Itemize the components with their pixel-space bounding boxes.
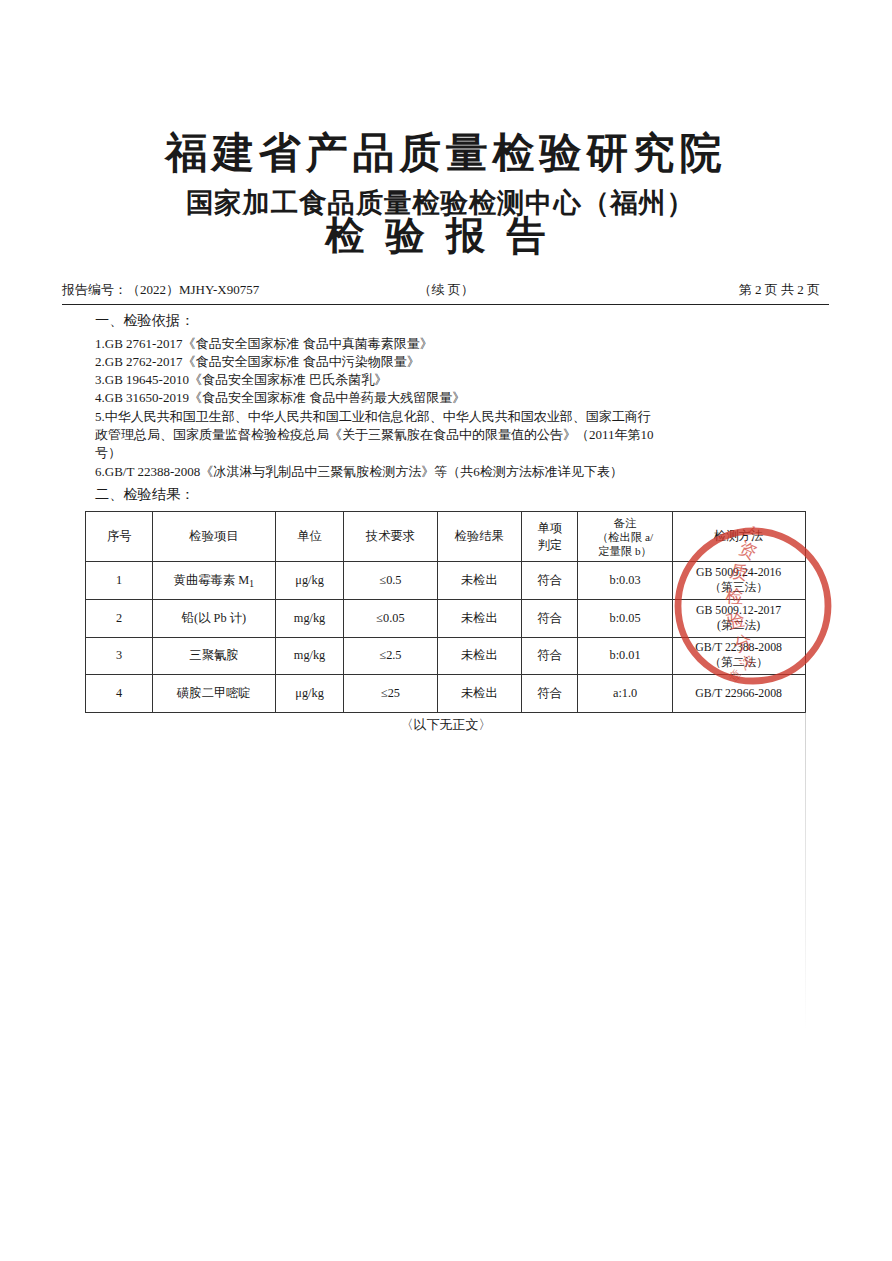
svg-text:验: 验	[725, 609, 746, 632]
svg-text:检: 检	[725, 586, 744, 607]
svg-text:资: 资	[735, 537, 760, 563]
svg-text:分: 分	[731, 630, 755, 655]
svg-text:质: 质	[728, 560, 750, 584]
svg-text:浓: 浓	[737, 652, 757, 672]
